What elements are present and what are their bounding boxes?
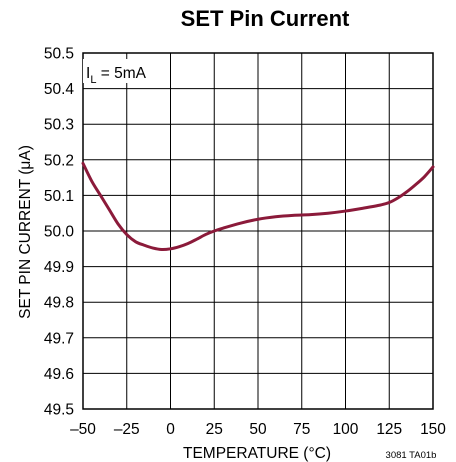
chart-title: SET Pin Current	[181, 6, 350, 31]
grid	[82, 52, 434, 410]
y-tick-label: 49.7	[44, 330, 74, 347]
y-tick-label: 49.9	[44, 259, 74, 276]
series-line	[81, 161, 435, 252]
y-axis-label: SET PIN CURRENT (μA)	[17, 145, 34, 319]
y-tick-label: 50.5	[44, 46, 74, 63]
y-tick-label: 49.5	[44, 402, 74, 419]
x-tick-label: –25	[114, 421, 140, 438]
x-tick-label: 150	[420, 421, 446, 438]
y-tick-label: 49.6	[44, 366, 74, 383]
y-tick-label: 50.1	[44, 188, 74, 205]
annotation-value: = 5mA	[96, 65, 146, 82]
x-tick-label: 0	[166, 421, 175, 438]
x-tick-label: –50	[70, 421, 96, 438]
x-tick-label: 100	[333, 421, 359, 438]
y-axis-ticks: 49.5 49.6 49.7 49.8 49.9 50.0 50.1 50.2 50.3 50.4…	[44, 46, 75, 419]
plot-frame	[82, 52, 434, 410]
x-tick-label: 125	[376, 421, 402, 438]
figure-code: 3081 TA01b	[386, 450, 437, 461]
x-axis-ticks: –50 –25 0 25 50 75 100 125 150	[70, 421, 446, 438]
annotation-subscript: L	[90, 74, 96, 86]
x-tick-label: 75	[293, 421, 310, 438]
x-tick-label: 25	[206, 421, 223, 438]
y-tick-label: 50.0	[44, 224, 75, 241]
annotation-background	[83, 59, 163, 83]
y-tick-label: 49.8	[44, 295, 74, 312]
x-tick-label: 50	[249, 421, 267, 438]
x-axis-label: TEMPERATURE (°C)	[183, 445, 331, 462]
y-tick-label: 50.3	[44, 117, 74, 134]
annotation-load-current: IL = 5mA	[86, 65, 147, 86]
y-tick-label: 50.4	[44, 81, 75, 98]
y-tick-label: 50.2	[44, 152, 74, 169]
